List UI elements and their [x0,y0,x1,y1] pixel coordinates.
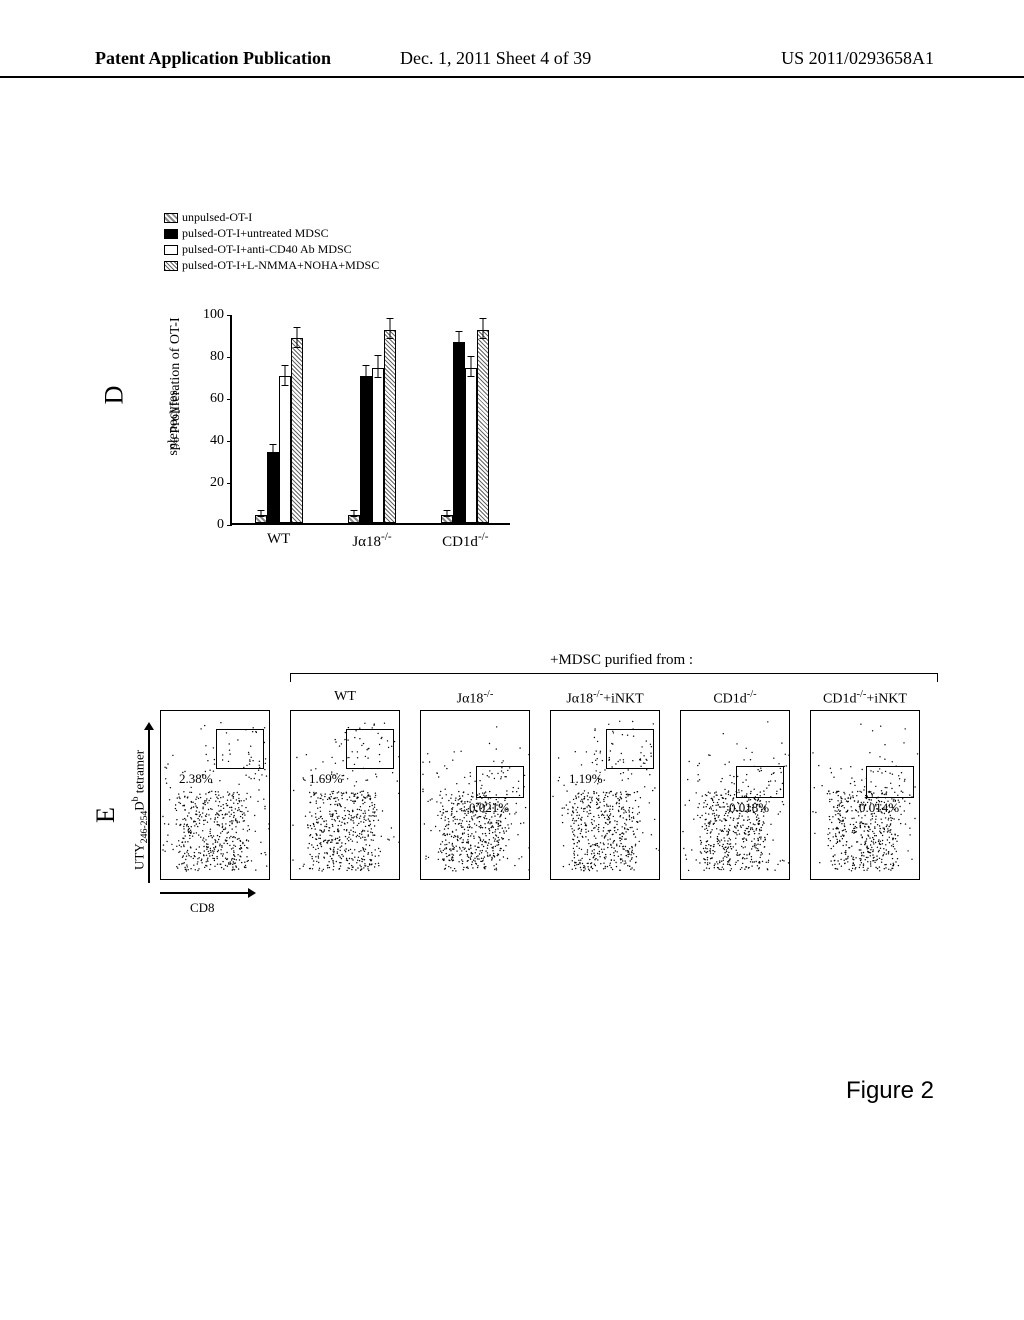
page-header: Patent Application Publication Dec. 1, 2… [0,48,1024,78]
gate-label: 1.69% [309,771,343,787]
figure-caption: Figure 2 [846,1077,934,1105]
header-left: Patent Application Publication [95,48,331,69]
y-tick [227,525,232,526]
bar [255,515,267,523]
bar [279,376,291,523]
y-axis-label-2: splenocytes [166,373,182,473]
scatter-label: WT [334,689,356,705]
panel-e: +MDSC purified from : UTY246-254Db tetra… [130,670,950,950]
legend-swatch-crosshatch [164,261,178,271]
gate-box [866,766,914,798]
scatter-plot: Jα18-/-0.021% [420,710,530,880]
bar [477,330,489,523]
gate-box [606,729,654,769]
gate-box [736,766,784,798]
scatter-label: CD1d-/-+iNKT [823,689,907,708]
y-tick [227,483,232,484]
y-tick [227,399,232,400]
error-bar [378,355,379,378]
scatter-plot: CD1d-/-0.018% [680,710,790,880]
scatter-label: Jα18-/- [457,689,494,708]
bar [441,515,453,523]
panel-e-bracket-label: +MDSC purified from : [550,652,693,669]
legend-item: pulsed-OT-I+untreated MDSC [164,226,379,241]
bar [453,342,465,523]
error-bar [260,510,261,516]
scatter-label: Jα18-/-+iNKT [566,689,643,708]
bar [291,338,303,523]
scatter-plot: WT1.69% [290,710,400,880]
scatter-label: CD1d-/- [713,689,756,708]
y-tick [227,441,232,442]
y-tick-label: 60 [210,391,224,407]
error-bar [471,356,472,377]
y-tick-label: 20 [210,475,224,491]
error-bar [483,318,484,339]
y-axis-label-e: UTY246-254Db tetramer [130,750,150,870]
x-group-label: Jα18-/- [352,531,391,551]
legend-swatch-solid [164,229,178,239]
bar [267,452,279,523]
x-axis-label-e: CD8 [190,900,215,916]
gate-box [476,766,524,798]
y-tick-label: 100 [203,307,224,323]
legend-label: unpulsed-OT-I [182,210,252,225]
legend-item: pulsed-OT-I+L-NMMA+NOHA+MDSC [164,258,379,273]
gate-box [346,729,394,769]
bar [360,376,372,523]
gate-label: 0.014% [859,800,899,816]
legend-label: pulsed-OT-I+anti-CD40 Ab MDSC [182,242,352,257]
error-bar [284,365,285,386]
legend-swatch-hatch [164,213,178,223]
legend-item: unpulsed-OT-I [164,210,379,225]
y-tick-label: 80 [210,349,224,365]
y-tick-label: 0 [217,517,224,533]
chart-d: 020406080100WTJα18-/-CD1d-/- % Prolifera… [160,275,540,615]
y-tick-label: 40 [210,433,224,449]
error-bar [296,327,297,348]
scatter-plot: 2.38% [160,710,270,880]
panel-e-label: E [91,807,121,823]
error-bar [390,318,391,339]
panel-e-bracket [290,673,938,674]
error-bar [459,331,460,352]
error-bar [272,444,273,457]
error-bar [354,510,355,516]
error-bar [447,510,448,516]
x-axis-arrow [160,892,250,894]
gate-label: 1.19% [569,771,603,787]
gate-label: 0.021% [469,800,509,816]
y-tick [227,315,232,316]
legend-item: pulsed-OT-I+anti-CD40 Ab MDSC [164,242,379,257]
bar [348,515,360,523]
header-right: US 2011/0293658A1 [781,48,934,69]
panel-d-label: D [99,386,129,405]
header-center: Dec. 1, 2011 Sheet 4 of 39 [400,48,591,69]
legend-label: pulsed-OT-I+untreated MDSC [182,226,329,241]
chart-d-plot: 020406080100WTJα18-/-CD1d-/- [230,315,510,525]
x-group-label: CD1d-/- [442,531,488,551]
scatter-plot: Jα18-/-+iNKT1.19% [550,710,660,880]
error-bar [366,365,367,386]
bar [465,368,477,523]
bar [384,330,396,523]
x-group-label: WT [267,531,290,548]
bar [372,368,384,523]
legend-label: pulsed-OT-I+L-NMMA+NOHA+MDSC [182,258,379,273]
y-tick [227,357,232,358]
gate-box [216,729,264,769]
legend-swatch-white [164,245,178,255]
gate-label: 2.38% [179,771,213,787]
legend-d: unpulsed-OT-I pulsed-OT-I+untreated MDSC… [164,210,379,274]
scatter-plot: CD1d-/-+iNKT0.014% [810,710,920,880]
gate-label: 0.018% [729,800,769,816]
